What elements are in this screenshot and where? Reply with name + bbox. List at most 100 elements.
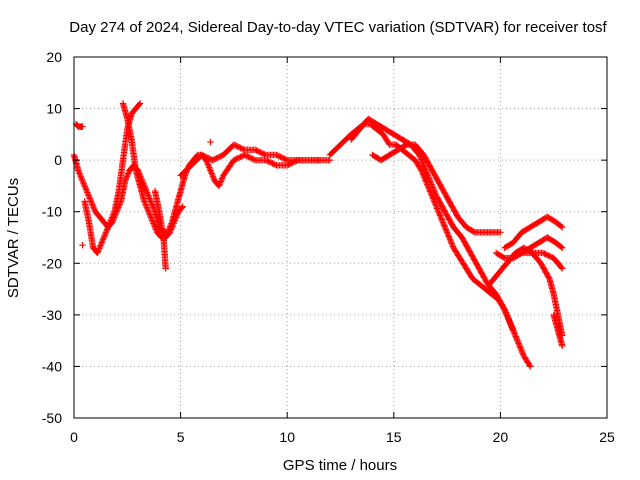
data-point [107, 218, 114, 226]
data-point [142, 184, 149, 192]
data-point [441, 223, 448, 230]
data-point [78, 176, 86, 183]
data-point [144, 205, 151, 212]
data-point [425, 175, 433, 182]
data-point [434, 205, 441, 212]
data-point [282, 156, 290, 163]
data-point [512, 333, 519, 340]
data-point [110, 209, 118, 217]
x-tick-labels: 0 5 10 15 20 25 [70, 429, 615, 445]
data-point [508, 322, 515, 330]
data-point [100, 235, 107, 242]
data-point [506, 319, 514, 327]
data-point [87, 196, 94, 204]
data-point [100, 233, 108, 240]
data-point [75, 168, 83, 176]
data-point [104, 224, 112, 232]
data-point [108, 214, 116, 221]
data-point [439, 219, 447, 226]
plot-frame [73, 56, 608, 419]
data-point [81, 183, 89, 190]
data-point [148, 215, 155, 223]
data-point [519, 350, 526, 357]
data-point [136, 100, 144, 107]
data-point [125, 170, 132, 177]
data-point [123, 174, 130, 182]
data-point [82, 184, 89, 192]
data-point [442, 226, 450, 233]
data-point [99, 237, 106, 245]
data-point [418, 157, 426, 165]
data-point [76, 170, 83, 177]
data-point [107, 217, 115, 224]
data-point [511, 331, 519, 339]
data-point [204, 159, 211, 167]
data-point [84, 190, 92, 198]
data-point [261, 151, 268, 158]
x-tick-label: 0 [70, 429, 78, 445]
data-point [83, 187, 90, 195]
y-tick-label: -40 [42, 358, 62, 374]
data-point [505, 315, 512, 322]
data-point [424, 172, 432, 179]
data-point [152, 226, 160, 233]
data-point [208, 170, 215, 177]
data-point [516, 343, 523, 350]
data-point [545, 274, 552, 281]
data-point [514, 337, 521, 344]
data-point [140, 181, 148, 189]
data-point [431, 188, 438, 196]
data-point [148, 199, 155, 207]
data-point [90, 204, 97, 211]
data-point [520, 351, 527, 358]
data-point [218, 176, 225, 184]
data-point [207, 168, 215, 176]
data-point [171, 217, 179, 224]
data-point [430, 187, 438, 194]
data-point [145, 193, 153, 201]
data-point [500, 305, 508, 312]
data-point [513, 336, 521, 343]
y-tick-label: 20 [46, 49, 62, 65]
data-point [206, 164, 213, 171]
data-point [432, 202, 440, 209]
data-point [178, 204, 186, 211]
data-point [75, 167, 82, 174]
data-point [79, 179, 87, 186]
y-tick-labels: -50 -40 -30 -20 -10 0 10 20 [42, 49, 62, 426]
data-point [80, 180, 87, 187]
data-point [417, 165, 424, 173]
data-point [315, 156, 323, 164]
data-point [432, 191, 440, 198]
data-point [103, 226, 111, 233]
data-point [506, 318, 513, 325]
data-point [78, 174, 85, 182]
data-point [141, 199, 149, 207]
data-point [150, 221, 158, 229]
data-point [502, 307, 509, 315]
data-point [504, 313, 511, 321]
data-point [216, 179, 224, 187]
data-point [172, 215, 179, 223]
data-point [173, 212, 180, 220]
data-point [97, 240, 105, 248]
data-point [123, 173, 131, 180]
data-point [559, 265, 566, 272]
data-point [219, 173, 226, 181]
data-point [90, 205, 98, 212]
data-point [89, 202, 97, 210]
data-point [430, 185, 437, 193]
data-point [167, 226, 175, 233]
x-tick-label: 5 [177, 429, 185, 445]
data-point [102, 230, 109, 238]
data-point [444, 230, 451, 237]
data-point [215, 182, 223, 190]
x-tick-label: 15 [386, 429, 402, 445]
data-point [169, 223, 176, 230]
y-tick-label: -10 [42, 204, 62, 220]
data-point [217, 178, 225, 185]
y-tick-label: -50 [42, 410, 62, 426]
data-point [218, 175, 226, 182]
data-point [421, 163, 428, 170]
